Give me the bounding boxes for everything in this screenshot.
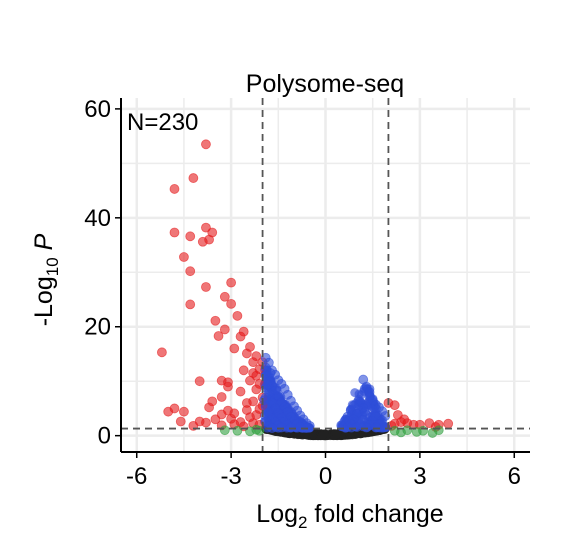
point-significant — [185, 266, 196, 277]
chart-title: Polysome-seq — [246, 70, 404, 98]
x-axis-title-rest: fold change — [307, 500, 443, 528]
point-significant — [235, 386, 246, 397]
point-p-only — [262, 379, 273, 390]
y-tick-label: 0 — [98, 423, 111, 450]
point-significant — [201, 417, 211, 428]
x-tick-label: 3 — [413, 463, 426, 490]
data-points — [156, 139, 454, 441]
y-tick-label: 20 — [84, 314, 111, 341]
x-tick-labels: -6 -3 0 3 6 — [126, 463, 521, 490]
x-axis-title-log: Log — [256, 500, 298, 528]
point-p-only — [374, 402, 384, 413]
point-fc-only — [232, 425, 243, 436]
point-significant — [389, 400, 400, 411]
cutoff-lines — [121, 98, 530, 452]
point-significant — [219, 324, 230, 335]
x-tick-label: -6 — [126, 463, 147, 490]
axes — [115, 98, 530, 458]
point-significant — [251, 384, 262, 395]
point-significant — [241, 405, 252, 415]
point-significant — [443, 418, 454, 429]
y-axis-title-log: -Log — [30, 276, 58, 326]
point-significant — [169, 227, 180, 238]
point-significant — [248, 368, 259, 378]
point-p-only — [342, 422, 353, 432]
point-significant — [185, 299, 196, 310]
point-p-only — [259, 395, 270, 406]
point-p-only — [364, 387, 375, 397]
point-p-only — [285, 422, 296, 433]
point-significant — [235, 331, 246, 342]
point-significant — [169, 184, 180, 194]
point-significant — [179, 406, 189, 417]
point-significant — [229, 343, 240, 354]
point-p-only — [370, 422, 381, 433]
y-axis-title-p: P — [30, 233, 58, 257]
sample-count-annotation: N=230 — [127, 109, 198, 136]
point-significant — [188, 173, 199, 183]
y-axis-title: -Log10 P — [30, 233, 62, 326]
point-significant — [248, 357, 259, 368]
point-significant — [210, 414, 221, 425]
x-tick-label: -3 — [220, 463, 241, 490]
x-axis-title-sub: 2 — [298, 513, 307, 532]
x-axis-title: Log2 fold change — [256, 500, 443, 532]
point-fc-only — [427, 428, 438, 438]
point-significant — [163, 406, 174, 417]
point-fc-only — [411, 426, 422, 437]
y-tick-labels: 0 20 40 60 — [84, 96, 111, 450]
y-tick-label: 40 — [84, 205, 111, 232]
point-significant — [156, 347, 167, 358]
point-significant — [213, 331, 224, 341]
point-fc-only — [219, 425, 230, 436]
y-tick-label: 60 — [84, 96, 111, 123]
point-p-only — [265, 368, 276, 378]
point-significant — [238, 365, 249, 376]
point-p-only — [352, 422, 362, 432]
point-significant — [210, 315, 221, 326]
point-significant — [226, 298, 237, 309]
point-p-only — [359, 406, 370, 417]
point-p-only — [295, 422, 306, 432]
point-significant — [201, 139, 211, 150]
point-significant — [241, 348, 252, 359]
point-significant — [194, 376, 205, 387]
point-significant — [226, 277, 237, 288]
point-ns — [317, 430, 327, 440]
point-significant — [219, 291, 230, 302]
point-significant — [216, 392, 227, 402]
point-significant — [185, 231, 196, 242]
x-tick-label: 6 — [508, 463, 521, 490]
point-significant — [223, 405, 233, 416]
point-p-only — [276, 422, 287, 433]
point-significant — [207, 396, 218, 407]
point-significant — [223, 377, 233, 388]
point-significant — [232, 310, 243, 321]
grid-lines — [121, 98, 530, 452]
point-significant — [197, 236, 208, 247]
point-significant — [175, 416, 186, 427]
point-significant — [201, 282, 211, 292]
x-tick-label: 0 — [319, 463, 332, 490]
point-fc-only — [251, 424, 262, 435]
point-p-only — [361, 422, 372, 433]
y-axis-title-sub: 10 — [43, 257, 62, 276]
point-significant — [179, 252, 189, 262]
point-ns — [332, 429, 342, 439]
